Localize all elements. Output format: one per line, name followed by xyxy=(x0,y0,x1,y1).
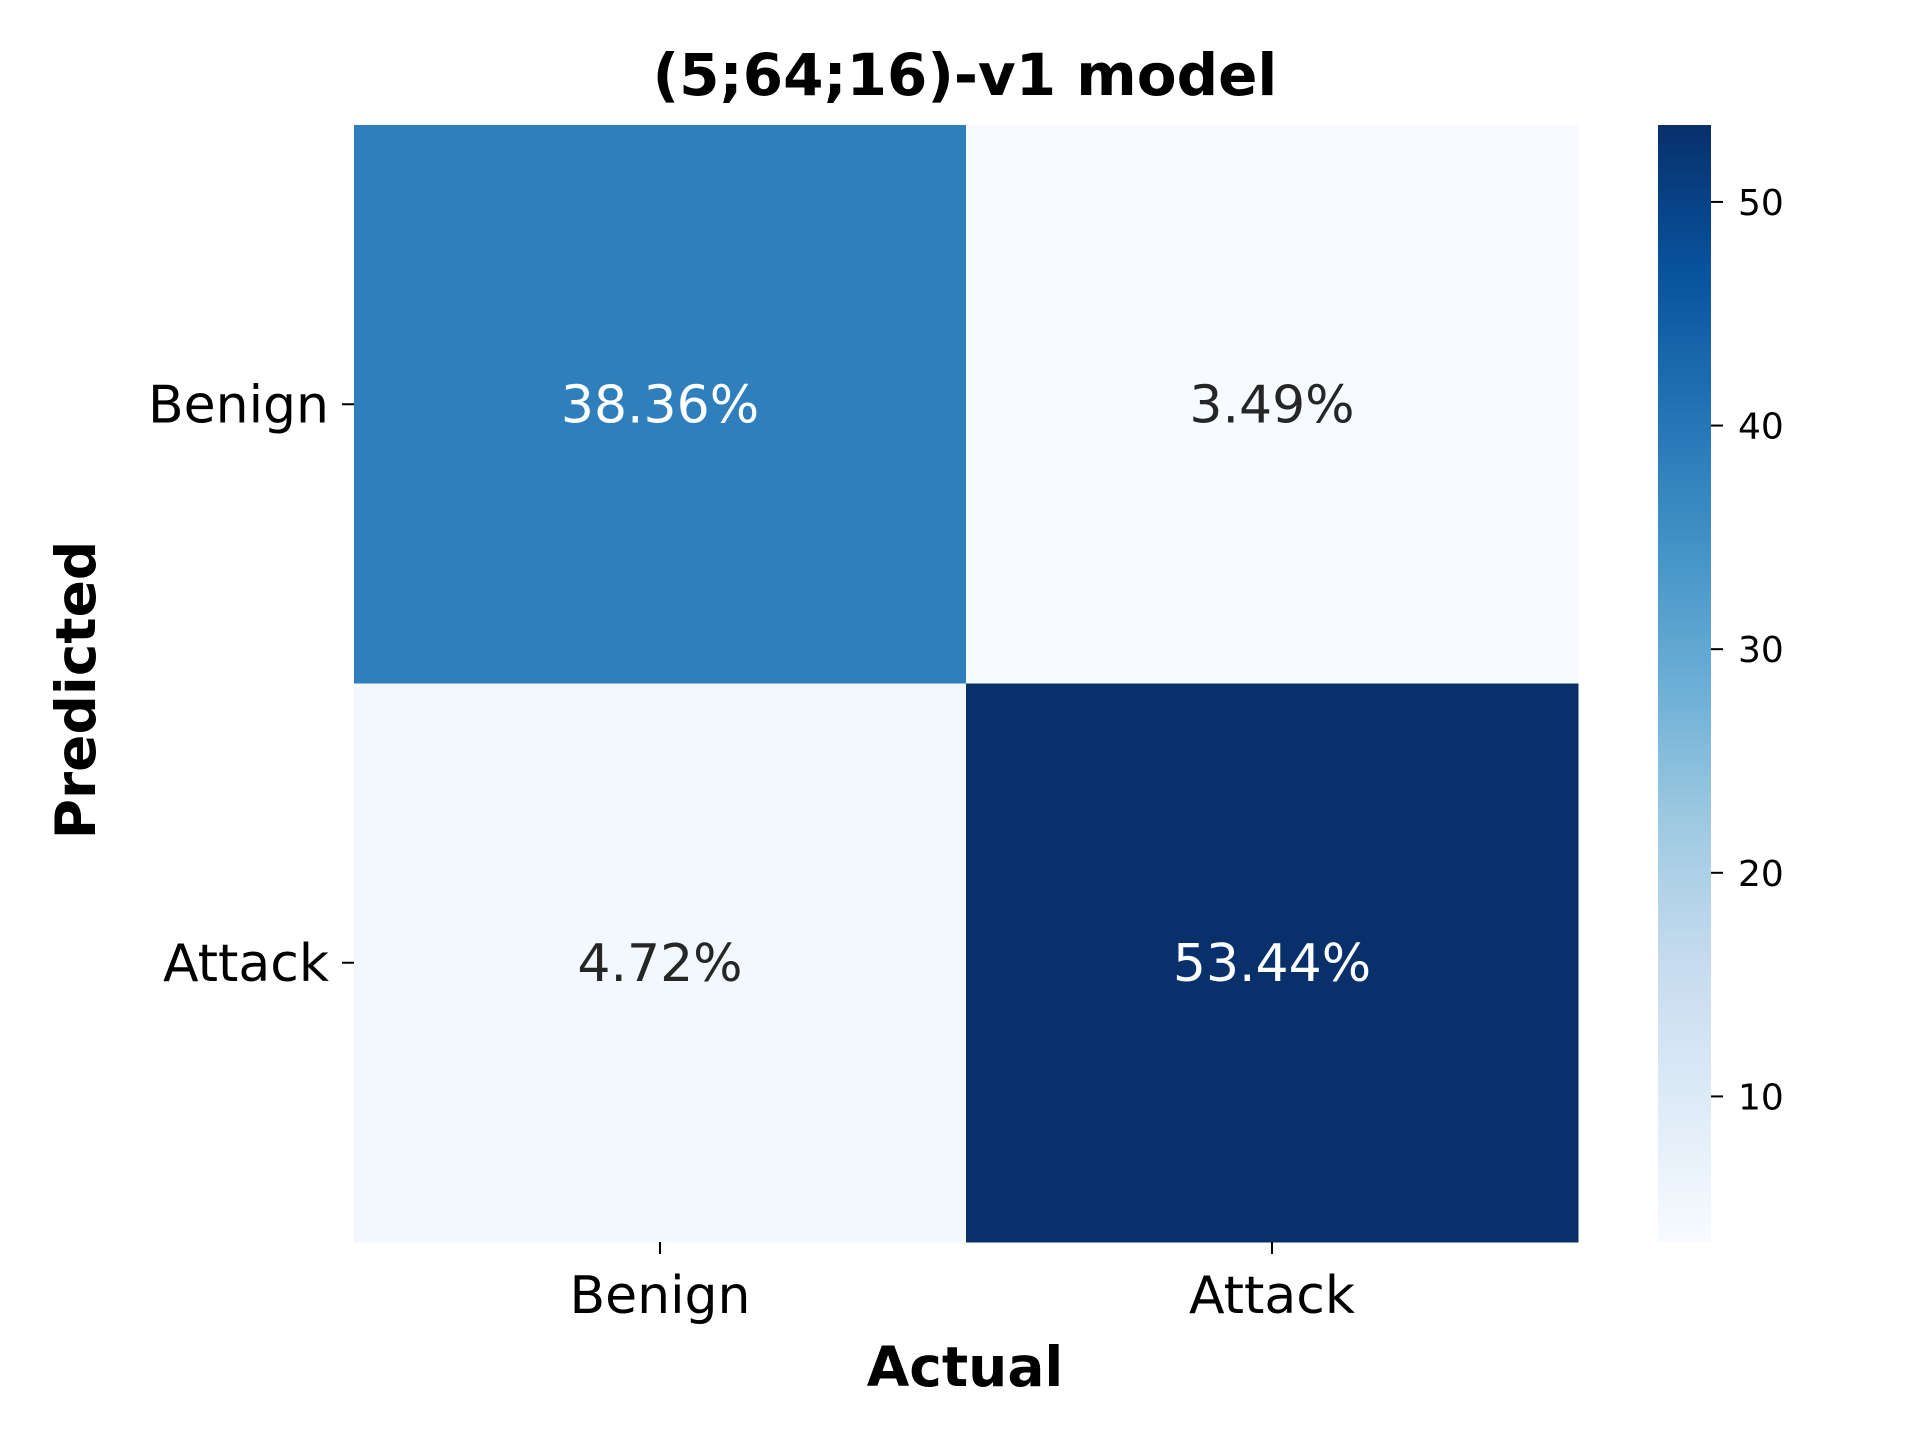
colorbar-tick-label: 20 xyxy=(1738,854,1784,895)
cell-label: 3.49% xyxy=(1189,375,1354,435)
y-tick-label: Benign xyxy=(148,375,329,435)
heatmap-cell xyxy=(354,125,967,684)
colorbar-tick-label: 50 xyxy=(1738,183,1784,224)
y-axis-ticks: Benign Attack xyxy=(148,375,354,994)
heatmap-cell xyxy=(354,683,967,1243)
colorbar-tick-label: 30 xyxy=(1738,630,1784,671)
cell-label: 53.44% xyxy=(1173,934,1371,994)
heatmap-cells xyxy=(354,125,1579,1243)
colorbar-ticks: 10 20 30 40 50 xyxy=(1711,183,1784,1118)
x-axis-label: Actual xyxy=(867,1335,1064,1399)
cell-annotations: 38.36% 3.49% 4.72% 53.44% xyxy=(561,375,1371,994)
x-tick-label: Attack xyxy=(1189,1266,1355,1326)
colorbar-tick-label: 40 xyxy=(1738,407,1784,448)
x-axis-ticks: Benign Attack xyxy=(569,1242,1355,1326)
x-tick-label: Benign xyxy=(569,1266,750,1326)
y-tick-label: Attack xyxy=(163,934,329,994)
y-axis-label: Predicted xyxy=(44,541,108,840)
colorbar xyxy=(1658,125,1711,1242)
chart-title: (5;64;16)-v1 model xyxy=(653,41,1278,109)
cell-label: 38.36% xyxy=(561,375,759,435)
cell-label: 4.72% xyxy=(577,934,742,994)
heatmap-cell xyxy=(966,125,1579,684)
colorbar-tick-label: 10 xyxy=(1738,1077,1784,1118)
heatmap-cell xyxy=(966,683,1579,1243)
